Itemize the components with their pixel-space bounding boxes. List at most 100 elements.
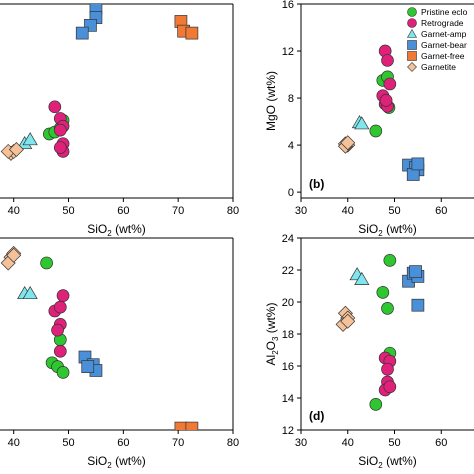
point-retrograde [381, 362, 394, 376]
x-axis-title: SiO2 (wt%) [87, 222, 145, 238]
point-pristine [369, 124, 383, 138]
y-axis-title: MgO (wt%) [264, 71, 278, 131]
point-garnetite [340, 135, 356, 151]
x-tick-label: 60 [435, 437, 447, 449]
x-tick-label: 40 [342, 437, 354, 449]
point-garnetite [6, 247, 22, 263]
legend-label: Garnet-amp [421, 29, 467, 39]
point-garnet_amp [354, 116, 370, 130]
x-tick-label: 60 [117, 437, 129, 449]
point-garnet_amp [22, 132, 38, 146]
y-tick-label: 24 [282, 233, 294, 245]
legend-marker-garnet_free [407, 51, 417, 61]
x-axis-title: SiO2 (wt%) [87, 454, 145, 470]
point-garnet_free [185, 421, 199, 430]
point-retrograde [53, 123, 67, 137]
panel-4: 30 40 50 60 12 14 16 18 20 22 24 SiO2 (wt%) Al2O3 (w… [264, 233, 474, 470]
point-garnet_bear [411, 298, 425, 312]
legend-item-garnet_free: Garnet-free [407, 51, 465, 61]
data-points [335, 254, 425, 411]
point-garnet_bear [81, 360, 95, 373]
point-garnet_amp [22, 285, 38, 300]
x-tick-label: 40 [8, 205, 20, 217]
x-axis-title: SiO2 (wt%) [358, 222, 416, 238]
legend-label: Garnetite [421, 62, 456, 72]
legend-label: Garnet-bear [421, 40, 467, 50]
legend-label: Retrograde [421, 18, 464, 28]
panel-2: 30 40 50 60 0 4 8 12 16 SiO2 (wt%) MgO (wt%) (b) [264, 0, 474, 238]
point-pristine [40, 256, 53, 270]
point-retrograde [56, 289, 70, 302]
y-tick-label: 8 [288, 93, 294, 105]
legend: Pristine ecloRetrogradeGarnet-ampGarnet-… [406, 7, 468, 72]
point-retrograde [383, 380, 397, 394]
point-retrograde [379, 94, 393, 107]
point-pristine [369, 398, 383, 411]
point-garnet_bear [409, 265, 422, 278]
point-garnet_free [174, 421, 188, 430]
panel-label: (d) [309, 409, 324, 423]
legend-marker-garnet_bear [407, 40, 417, 50]
point-retrograde [53, 141, 67, 154]
point-pristine [376, 286, 390, 299]
point-garnetite [8, 142, 24, 157]
point-pristine [381, 302, 394, 315]
point-retrograde [48, 100, 62, 114]
data-points [0, 4, 199, 161]
legend-item-retrograde: Retrograde [407, 18, 464, 28]
x-tick-label: 70 [172, 205, 184, 217]
panel-1: 40 50 60 70 80 SiO2 (wt%) [0, 3, 239, 238]
legend-marker-garnet_amp [406, 28, 418, 38]
y-tick-label: 22 [282, 265, 294, 277]
y-tick-label: 18 [282, 329, 294, 341]
panel-3: 40 50 60 70 80 SiO2 (wt%) [0, 237, 239, 470]
y-tick-label: 14 [282, 393, 294, 405]
y-tick-label: 12 [282, 46, 294, 58]
legend-marker-garnetite [407, 62, 417, 72]
y-axis-title: Al2O3 (wt%) [264, 303, 280, 366]
panel-label: (b) [309, 177, 324, 191]
y-tick-label: 4 [288, 140, 294, 152]
point-garnet_amp [354, 271, 370, 285]
y-tick-label: 16 [282, 361, 294, 373]
x-tick-label: 40 [8, 437, 20, 449]
x-tick-label: 60 [117, 205, 129, 217]
x-tick-label: 30 [295, 437, 307, 449]
point-garnet_bear [75, 26, 89, 40]
x-tick-label: 80 [227, 205, 239, 217]
x-tick-label: 70 [172, 437, 184, 449]
point-garnet_bear [411, 157, 425, 171]
legend-item-garnet_amp: Garnet-amp [406, 28, 467, 39]
point-retrograde [383, 77, 397, 91]
legend-item-pristine: Pristine eclo [407, 7, 468, 17]
data-points [0, 245, 199, 430]
x-tick-label: 50 [388, 205, 400, 217]
x-tick-label: 80 [227, 437, 239, 449]
x-tick-label: 30 [295, 205, 307, 217]
point-garnet_bear [406, 168, 420, 181]
point-garnet_free [185, 26, 199, 40]
x-tick-label: 40 [342, 205, 354, 217]
y-tick-label: 12 [282, 425, 294, 437]
x-tick-label: 50 [62, 205, 74, 217]
x-tick-label: 60 [435, 205, 447, 217]
point-retrograde [51, 323, 64, 337]
legend-item-garnetite: Garnetite [407, 62, 456, 72]
data-points [337, 44, 425, 181]
x-tick-label: 50 [388, 437, 400, 449]
point-retrograde [53, 344, 67, 358]
legend-marker-pristine [407, 7, 417, 17]
x-axis-title: SiO2 (wt%) [358, 454, 416, 470]
x-tick-label: 50 [62, 437, 74, 449]
point-garnetite [340, 313, 356, 329]
legend-item-garnet_bear: Garnet-bear [407, 40, 467, 50]
point-pristine [56, 366, 70, 379]
legend-marker-retrograde [407, 18, 417, 28]
legend-label: Pristine eclo [421, 7, 468, 17]
point-retrograde [381, 54, 394, 67]
point-retrograde [53, 300, 67, 314]
legend-label: Garnet-free [421, 51, 465, 61]
y-tick-label: 20 [282, 297, 294, 309]
